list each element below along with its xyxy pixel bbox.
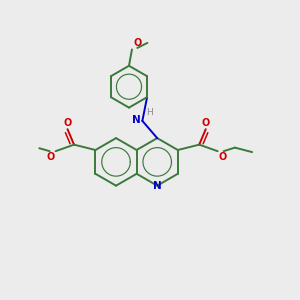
Text: O: O	[63, 118, 72, 128]
Text: O: O	[202, 118, 210, 128]
Text: O: O	[46, 152, 54, 162]
Text: N: N	[153, 181, 162, 191]
Text: N: N	[131, 115, 140, 125]
Text: H: H	[146, 108, 153, 117]
Text: O: O	[133, 38, 141, 48]
Text: O: O	[219, 152, 227, 162]
